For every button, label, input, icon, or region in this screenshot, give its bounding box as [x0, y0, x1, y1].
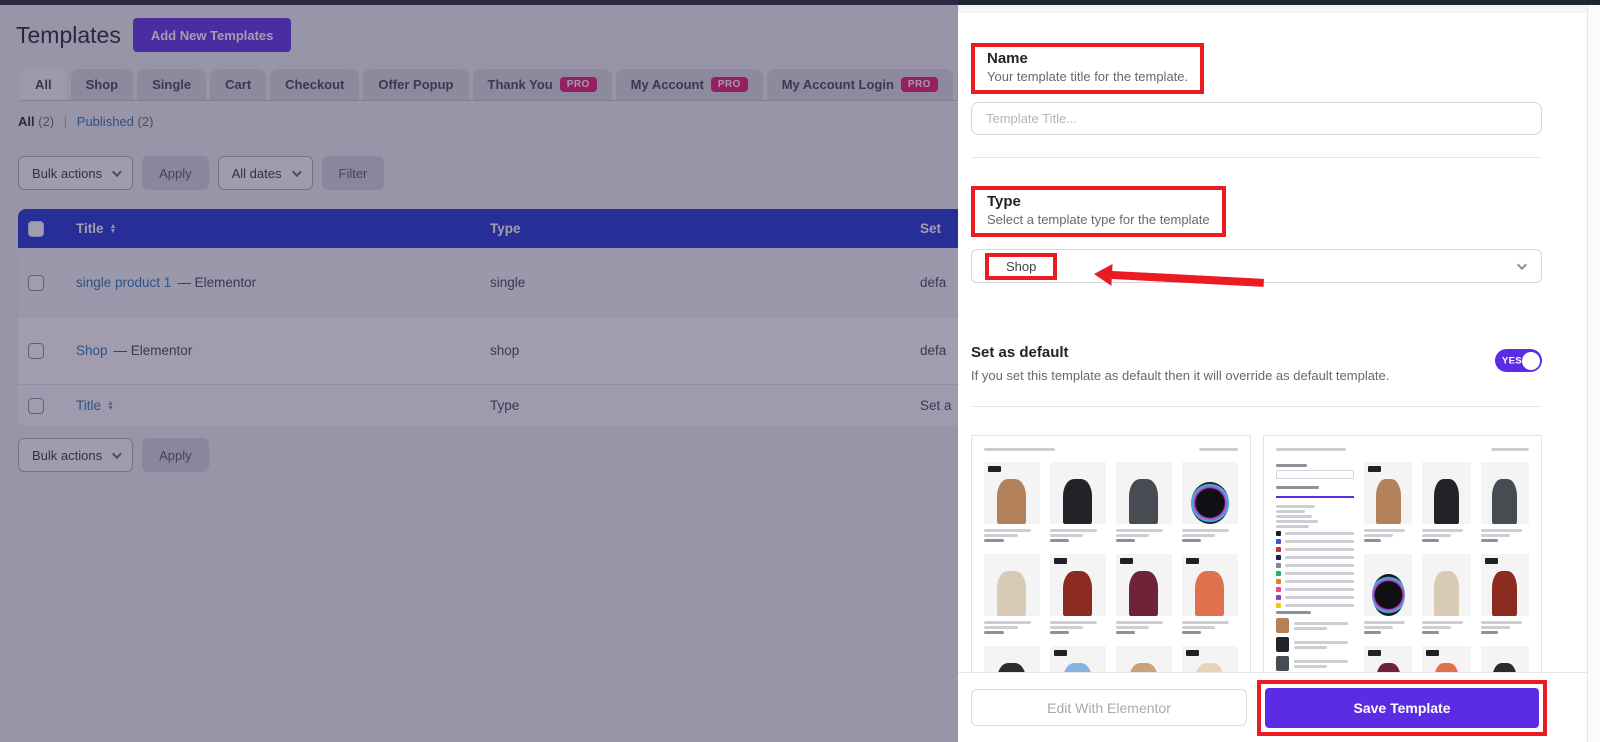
list-toolbar-top: Bulk actions Apply All dates Filter — [18, 156, 1600, 190]
row-type: single — [490, 275, 526, 290]
template-title-link[interactable]: single product 1 — [76, 275, 172, 290]
select-all-checkbox[interactable] — [28, 220, 44, 237]
tab-cart[interactable]: Cart — [210, 69, 267, 100]
add-new-templates-button[interactable]: Add New Templates — [132, 18, 292, 52]
modal-body: Name Your template title for the templat… — [958, 13, 1587, 742]
column-header-title[interactable]: Title — [76, 221, 104, 236]
row-set-default: defa — [920, 275, 947, 290]
chevron-down-icon — [1516, 259, 1527, 270]
template-preview-list — [971, 435, 1542, 674]
table-footer-row: Title ▲ ▼ Type Set a — [18, 384, 1520, 426]
new-template-modal: Name Your template title for the templat… — [958, 0, 1600, 742]
row-set-default: defa — [920, 343, 947, 358]
scrollbar[interactable] — [1587, 5, 1600, 742]
column-footer-set: Set a — [920, 398, 952, 413]
row-checkbox[interactable] — [28, 274, 44, 291]
view-published-link[interactable]: Published — [76, 114, 134, 129]
tab-checkout[interactable]: Checkout — [270, 69, 360, 100]
type-field-description: Select a template type for the template — [987, 212, 1210, 227]
bulk-actions-select[interactable]: Bulk actions — [18, 438, 134, 472]
list-toolbar-bottom: Bulk actions Apply — [18, 438, 1600, 472]
column-footer-type: Type — [490, 398, 520, 413]
browser-top-edge — [958, 0, 1600, 5]
divider — [971, 157, 1542, 158]
toggle-knob — [1521, 351, 1540, 370]
set-as-default-row: Set as default If you set this template … — [971, 343, 1542, 384]
tab-shop[interactable]: Shop — [70, 69, 134, 100]
sort-icon[interactable]: ▲ ▼ — [109, 222, 117, 235]
modal-top-strip — [958, 5, 1600, 13]
views-links: All (2) | Published (2) — [18, 114, 154, 129]
annotation-box-type: Type Select a template type for the temp… — [971, 186, 1226, 237]
template-preview-shop-sidebar[interactable] — [1262, 435, 1542, 674]
view-all-link[interactable]: All — [18, 114, 35, 129]
name-field-description: Your template title for the template. — [987, 69, 1189, 84]
annotation-box-shop: Shop — [985, 252, 1058, 280]
modal-footer: Edit With Elementor Save Template — [958, 672, 1587, 742]
template-title-link[interactable]: Shop — [76, 343, 108, 358]
edit-with-elementor-button[interactable]: Edit With Elementor — [971, 689, 1247, 726]
tab-all[interactable]: All — [20, 69, 67, 100]
annotation-box-save: Save Template — [1257, 679, 1547, 736]
template-preview-shop-grid[interactable] — [971, 435, 1251, 674]
template-type-select[interactable]: Shop — [971, 249, 1542, 287]
tab-single[interactable]: Single — [137, 69, 207, 100]
tab-offer-popup[interactable]: Offer Popup — [363, 69, 469, 100]
pro-badge: PRO — [559, 77, 597, 92]
toggle-yes-label: YES — [1502, 355, 1522, 366]
sort-icon[interactable]: ▲ ▼ — [107, 399, 114, 412]
type-field-label: Type — [987, 193, 1021, 210]
bulk-actions-select[interactable]: Bulk actions — [18, 156, 134, 190]
divider — [971, 406, 1542, 407]
filter-button[interactable]: Filter — [321, 156, 385, 190]
default-field-description: If you set this template as default then… — [971, 368, 1390, 383]
browser-top-edge — [0, 0, 1600, 5]
tab-my-account[interactable]: My Account PRO — [615, 69, 763, 100]
pro-badge: PRO — [900, 77, 938, 92]
tab-thank-you[interactable]: Thank You PRO — [472, 69, 612, 100]
template-title-input[interactable] — [971, 102, 1542, 135]
apply-button[interactable]: Apply — [142, 156, 209, 190]
column-header-type: Type — [490, 221, 521, 236]
row-type: shop — [490, 343, 520, 358]
pro-badge: PRO — [710, 77, 748, 92]
set-as-default-toggle[interactable]: YES — [1495, 349, 1542, 372]
row-checkbox[interactable] — [28, 342, 44, 359]
page-title: Templates — [16, 21, 121, 48]
page-header: Templates Add New Templates — [0, 5, 1600, 52]
apply-button[interactable]: Apply — [142, 438, 209, 472]
all-dates-select[interactable]: All dates — [217, 156, 313, 190]
annotation-box-name: Name Your template title for the templat… — [971, 43, 1205, 94]
default-field-label: Set as default — [971, 344, 1069, 361]
save-template-button[interactable]: Save Template — [1265, 687, 1539, 728]
select-all-checkbox[interactable] — [28, 397, 44, 414]
selected-type-value: Shop — [1006, 258, 1037, 274]
name-field-label: Name — [987, 50, 1028, 67]
column-header-set: Set — [920, 221, 942, 236]
tab-my-account-login[interactable]: My Account Login PRO — [766, 69, 953, 100]
annotation-arrow — [1093, 263, 1264, 294]
column-footer-title[interactable]: Title — [76, 398, 102, 413]
